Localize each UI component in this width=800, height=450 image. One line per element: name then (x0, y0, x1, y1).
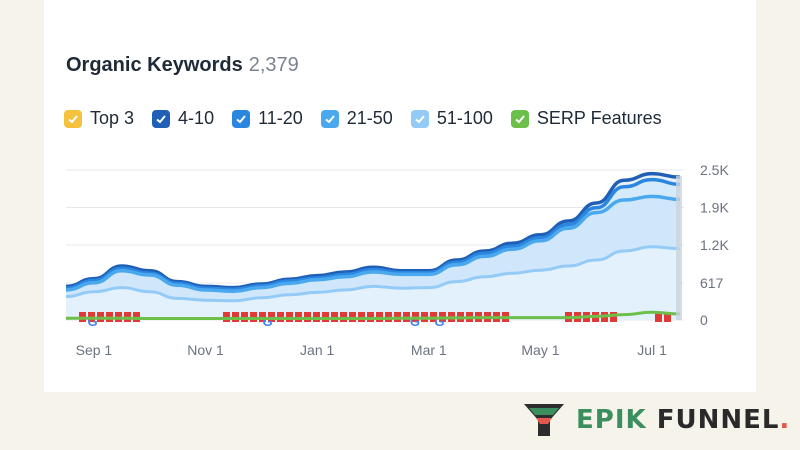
x-tick-label: Sep 1 (76, 342, 113, 358)
serp-marker (655, 312, 662, 322)
x-tick-label: Jul 1 (637, 342, 667, 358)
checkbox-icon[interactable] (320, 109, 339, 128)
brand-logo: EPIK FUNNEL. (522, 398, 792, 442)
legend-label: SERP Features (536, 108, 662, 128)
legend-label: 4-10 (178, 108, 215, 128)
funnel-icon (524, 404, 564, 436)
checkbox-icon[interactable] (510, 109, 529, 128)
serp-marker (664, 312, 671, 322)
x-tick-label: Mar 1 (411, 342, 447, 358)
series-line-serp-features (66, 310, 681, 320)
legend-item-4-10[interactable]: 4-10 (152, 108, 214, 129)
keyword-count: 2,379 (248, 54, 299, 76)
series-line-21-50 (65, 194, 681, 293)
google-marker: G (87, 314, 97, 329)
legend-item-11-20[interactable]: 11-20 (232, 108, 303, 129)
series-line-51-100 (65, 245, 681, 303)
legend-label: Top 3 (90, 108, 135, 128)
x-tick-label: Nov 1 (187, 342, 224, 358)
keywords-chart: 0 617 1.2K 1.9K 2.5K Sep 1 Nov 1 Jan 1 Mar 1 May … (65, 162, 729, 358)
current-period-marker (676, 176, 682, 320)
legend-label: 21-50 (346, 108, 393, 128)
y-tick-label: 617 (700, 275, 724, 291)
x-tick-label: May 1 (521, 342, 559, 358)
legend-label: 51-100 (436, 108, 493, 128)
legend-item-21-50[interactable]: 21-50 (320, 108, 393, 129)
x-tick-label: Jan 1 (300, 342, 334, 358)
y-tick-label: 1.9K (700, 200, 729, 216)
y-tick-label: 0 (700, 312, 708, 328)
checkbox-icon[interactable] (152, 109, 171, 128)
y-tick-label: 2.5K (700, 162, 729, 178)
page-title: Organic Keywords 2,379 (66, 54, 299, 77)
legend-item-top3[interactable]: Top 3 (64, 108, 134, 129)
y-tick-label: 1.2K (700, 237, 729, 253)
checkbox-icon[interactable] (64, 109, 82, 128)
title-text: Organic Keywords (66, 54, 243, 76)
legend-item-51-100[interactable]: 51-100 (410, 108, 493, 129)
google-marker: G (262, 314, 272, 329)
legend-label: 11-20 (258, 108, 303, 128)
google-marker: G (434, 314, 444, 329)
brand-name: EPIK FUNNEL. (576, 405, 791, 435)
checkbox-icon[interactable] (232, 109, 251, 128)
checkbox-icon[interactable] (410, 109, 429, 128)
legend-item-serp-features[interactable]: SERP Features (510, 108, 662, 129)
chart-card: Organic Keywords 2,379 Top 3 4-10 11-20 2… (44, 0, 756, 392)
serp-marker (610, 312, 617, 322)
legend: Top 3 4-10 11-20 21-50 51-100 SERP Featu… (64, 108, 662, 129)
google-marker: G (410, 314, 420, 329)
